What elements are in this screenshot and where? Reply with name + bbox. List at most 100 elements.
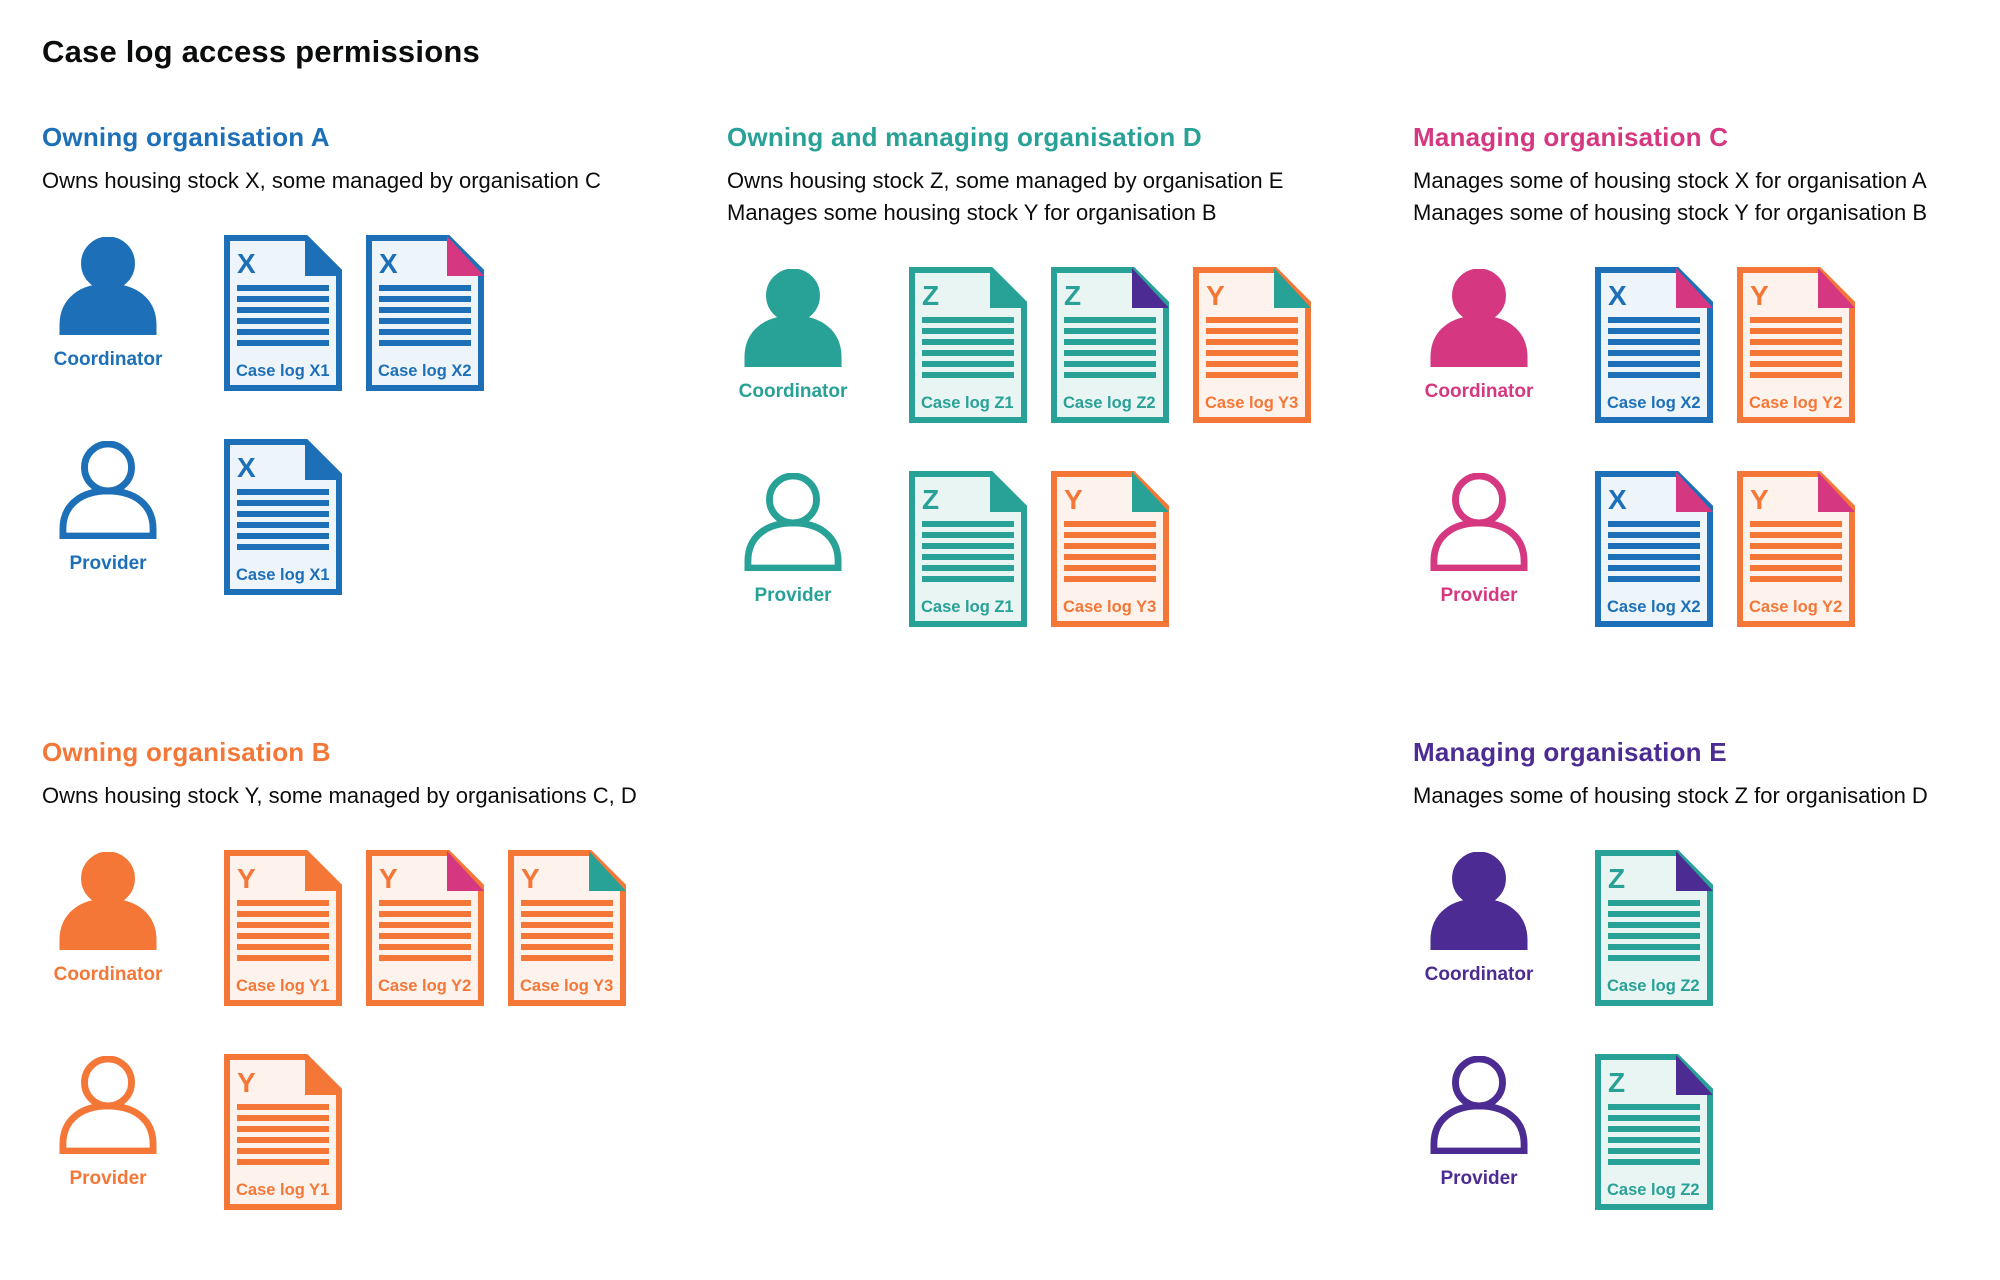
doc-text-line [922, 371, 1014, 378]
doc-text-line [1608, 371, 1700, 378]
doc-text-line [1064, 371, 1156, 378]
doc-letter: Y [1206, 280, 1225, 311]
case-log-documents: Z Case log Z2 [1593, 848, 1735, 1008]
doc-text-line [237, 1114, 329, 1121]
folded-corner [1818, 471, 1855, 512]
doc-text-line [1750, 360, 1842, 367]
doc-letter: Z [1608, 1067, 1625, 1098]
doc-text-line [1064, 542, 1156, 549]
coordinator-figure: Coordinator [727, 268, 859, 403]
doc-label: Case log X2 [1607, 394, 1701, 412]
doc-text-line [237, 921, 329, 928]
doc-text-line [237, 510, 329, 517]
folded-corner [589, 850, 626, 891]
doc-text-line [922, 360, 1014, 367]
doc-text-line [1064, 575, 1156, 582]
case-log-document: Y Case log Y1 [224, 1053, 342, 1210]
doc-text-line [237, 284, 329, 291]
doc-text-line [237, 954, 329, 961]
folded-corner [990, 267, 1027, 308]
doc-text-line [922, 542, 1014, 549]
section-description-line: Owns housing stock Y, some managed by or… [42, 782, 637, 808]
doc-letter: Z [1608, 863, 1625, 894]
doc-text-line [237, 1147, 329, 1154]
doc-label: Case log X2 [378, 362, 472, 380]
person-head [81, 440, 135, 495]
case-log-document: Y Case log Y1 [224, 849, 342, 1006]
doc-text-line [1206, 338, 1298, 345]
doc-text-line [379, 306, 471, 313]
doc-text-line [521, 921, 613, 928]
folded-corner [1676, 1054, 1713, 1095]
person-body [1430, 315, 1528, 367]
role-label: Provider [1440, 1167, 1518, 1189]
doc-text-line [1608, 349, 1700, 356]
doc-text-line [922, 316, 1014, 323]
doc-text-line [1608, 1103, 1700, 1110]
person-head [81, 236, 135, 291]
doc-text-line [1064, 564, 1156, 571]
person-body [744, 519, 842, 571]
doc-text-line [1608, 954, 1700, 961]
folded-corner [1132, 471, 1169, 512]
doc-text-line [1608, 531, 1700, 538]
coordinator-icon [744, 268, 842, 367]
doc-label: Case log Y3 [520, 977, 613, 995]
doc-text-line [1064, 327, 1156, 334]
case-log-documents: Z Case log Z1 Z Case log Z2 Y Case log Y3 [907, 265, 1333, 425]
section-description-line: Manages some housing stock Y for organis… [727, 199, 1217, 225]
doc-letter: X [237, 452, 256, 483]
doc-text-line [1206, 316, 1298, 323]
case-log-document: Y Case log Y2 [366, 849, 484, 1006]
doc-text-line [521, 910, 613, 917]
doc-text-line [1750, 564, 1842, 571]
case-log-documents: Z Case log Z1 Y Case log Y3 [907, 469, 1191, 629]
folded-corner [1676, 267, 1713, 308]
doc-letter: Z [1064, 280, 1081, 311]
person-head [81, 1055, 135, 1110]
doc-text-line [237, 317, 329, 324]
section-heading: Owning and managing organisation D [727, 122, 1202, 152]
doc-letter: Y [379, 863, 398, 894]
doc-text-line [1750, 575, 1842, 582]
doc-text-line [1608, 564, 1700, 571]
doc-text-line [237, 521, 329, 528]
doc-text-line [237, 543, 329, 550]
permission-rows: Coordinator X Case log X2 Y Case log Y2 Provi… [1413, 265, 1958, 629]
case-log-documents: X Case log X1 [222, 437, 364, 597]
section-heading: Owning organisation B [42, 736, 331, 767]
provider-icon [59, 1055, 157, 1154]
doc-text-line [1608, 316, 1700, 323]
doc-letter: X [1608, 280, 1627, 311]
case-log-document: X Case log X2 [366, 234, 484, 391]
doc-text-line [1750, 338, 1842, 345]
case-log-document: Y Case log Y3 [508, 849, 626, 1006]
person-head [81, 851, 135, 906]
doc-text-line [1750, 327, 1842, 334]
section-heading: Managing organisation C [1413, 122, 1729, 152]
section-description: Owns housing stock X, some managed by or… [42, 165, 727, 197]
case-log-document: Y Case log Y3 [1193, 266, 1311, 423]
case-log-documents: X Case log X1 X Case log X2 [222, 233, 506, 393]
doc-text-line [1608, 1158, 1700, 1165]
doc-text-line [1750, 553, 1842, 560]
doc-text-line [1206, 360, 1298, 367]
coordinator-row: Coordinator Z Case log Z2 [1413, 848, 1958, 1008]
coordinator-row: Coordinator X Case log X2 Y Case log Y2 [1413, 265, 1958, 425]
section-heading: Managing organisation E [1413, 736, 1727, 767]
doc-text-line [1608, 1114, 1700, 1121]
doc-label: Case log Y2 [1749, 598, 1842, 616]
doc-text-line [237, 1103, 329, 1110]
folded-corner [447, 850, 484, 891]
coordinator-row: Coordinator X Case log X1 X Case log X2 [42, 233, 727, 393]
case-log-document: Y Case log Y2 [1737, 266, 1855, 423]
provider-figure: Provider [1413, 472, 1545, 607]
doc-label: Case log X1 [236, 362, 330, 380]
folded-corner [1274, 267, 1311, 308]
role-label: Coordinator [738, 380, 848, 402]
case-log-document: Y Case log Y2 [1737, 470, 1855, 627]
doc-text-line [237, 295, 329, 302]
person-body [59, 487, 157, 539]
doc-letter: Y [1750, 484, 1769, 515]
section-description-line: Manages some of housing stock X for orga… [1413, 168, 1927, 193]
